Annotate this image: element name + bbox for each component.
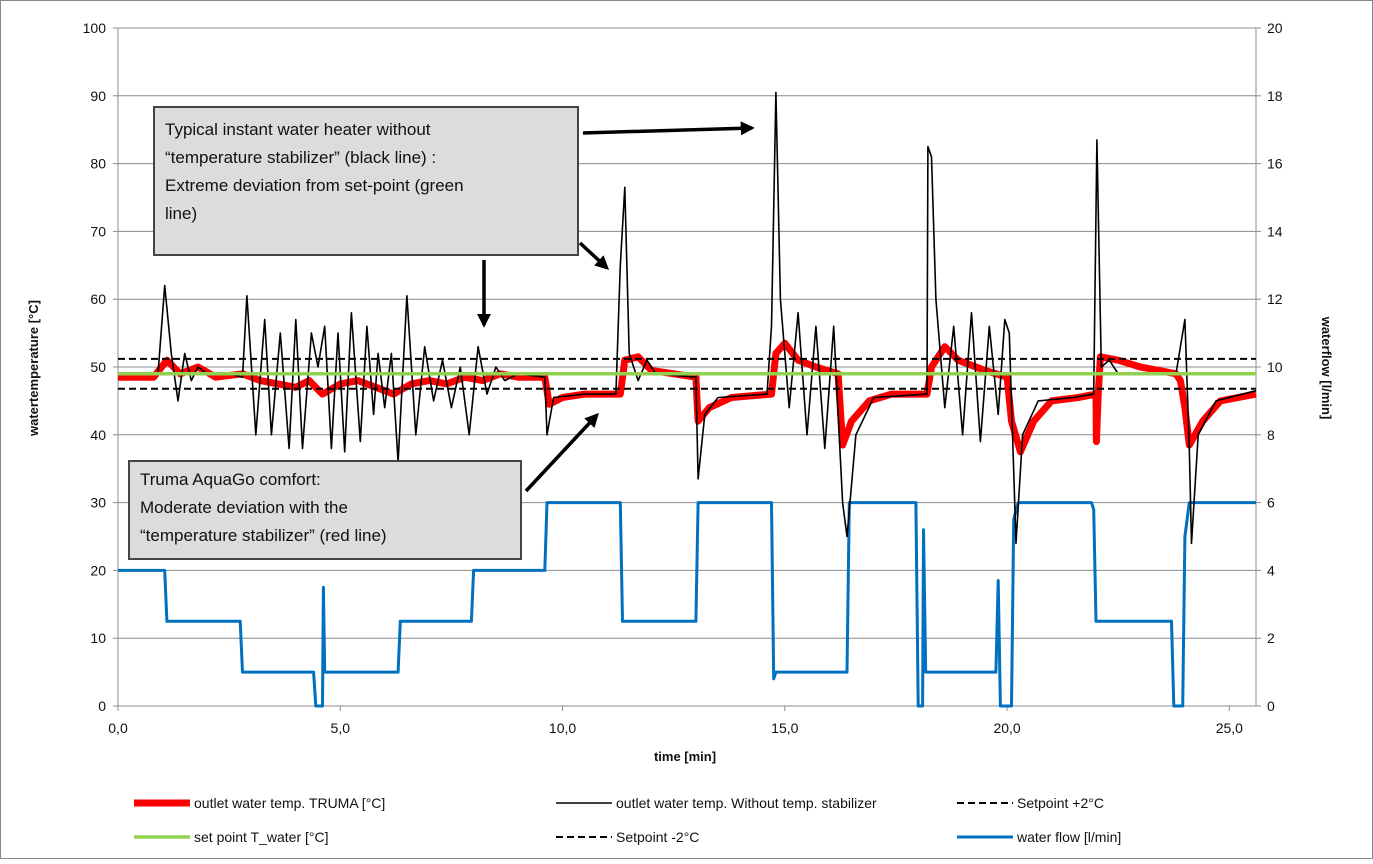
callout-truma: Truma AquaGo comfort: Moderate deviation… [128, 460, 522, 560]
legend-label: Setpoint +2°C [1017, 795, 1104, 811]
y2-tick-label: 10 [1267, 359, 1283, 375]
y2-tick-label: 2 [1267, 630, 1275, 646]
callout-arrow [582, 121, 755, 136]
legend-label: Setpoint -2°C [616, 829, 699, 845]
callout-top-line-4: line) [165, 204, 198, 223]
y2-tick-label: 14 [1267, 223, 1283, 239]
y-tick-label: 10 [90, 630, 106, 646]
y2-tick-label: 20 [1267, 20, 1283, 36]
callout-without-stabilizer: Typical instant water heater without “te… [153, 106, 579, 256]
y2-axis-title: waterflow [l/min] [1319, 316, 1334, 420]
callout-bottom-line-2: Moderate deviation with the [140, 498, 348, 517]
y-tick-label: 50 [90, 359, 106, 375]
legend-label: outlet water temp. Without temp. stabili… [616, 795, 877, 811]
y2-tick-label: 12 [1267, 291, 1283, 307]
callout-top-line-1: Typical instant water heater without [165, 120, 431, 139]
callout-arrow [578, 241, 610, 270]
y2-tick-label: 8 [1267, 427, 1275, 443]
y-tick-label: 80 [90, 156, 106, 172]
callout-bottom-line-1: Truma AquaGo comfort: [140, 470, 321, 489]
y-tick-label: 100 [83, 20, 107, 36]
y-tick-label: 40 [90, 427, 106, 443]
x-tick-label: 10,0 [549, 720, 576, 736]
arrow-layer [477, 121, 755, 493]
y2-tick-label: 0 [1267, 698, 1275, 714]
legend-label: outlet water temp. TRUMA [°C] [194, 795, 385, 811]
y2-tick-label: 18 [1267, 88, 1283, 104]
callout-arrow [524, 412, 599, 493]
y2-tick-label: 4 [1267, 562, 1275, 578]
y2-tick-label: 6 [1267, 495, 1275, 511]
y2-tick-label: 16 [1267, 156, 1283, 172]
y-tick-label: 70 [90, 223, 106, 239]
legend: outlet water temp. TRUMA [°C] outlet wate… [134, 795, 1121, 845]
callout-bottom-line-3: “temperature stabilizer” (red line) [140, 526, 387, 545]
y-tick-label: 60 [90, 291, 106, 307]
callout-top-line-3: Extreme deviation from set-point (green [165, 176, 464, 195]
x-axis-title: time [min] [654, 749, 716, 764]
x-tick-label: 20,0 [993, 720, 1020, 736]
y-tick-label: 30 [90, 495, 106, 511]
series-line [118, 501, 1256, 708]
y-tick-label: 90 [90, 88, 106, 104]
legend-label: set point T_water [°C] [194, 829, 329, 845]
series-line [118, 91, 1257, 545]
axis-layer: 0 10 20 30 40 50 60 70 80 90 100 0 2 4 6 8 10 12 14 16 18 20 0… [83, 20, 1283, 736]
x-tick-label: 15,0 [771, 720, 798, 736]
callout-top-line-2: “temperature stabilizer” (black line) : [165, 148, 437, 167]
x-tick-label: 25,0 [1216, 720, 1243, 736]
y-tick-label: 20 [90, 562, 106, 578]
legend-label: water flow [l/min] [1016, 829, 1121, 845]
x-tick-label: 5,0 [331, 720, 351, 736]
y-tick-label: 0 [98, 698, 106, 714]
series-layer [118, 91, 1257, 708]
y-axis-title: watertemperature [°C] [26, 300, 41, 437]
x-tick-label: 0,0 [108, 720, 128, 736]
